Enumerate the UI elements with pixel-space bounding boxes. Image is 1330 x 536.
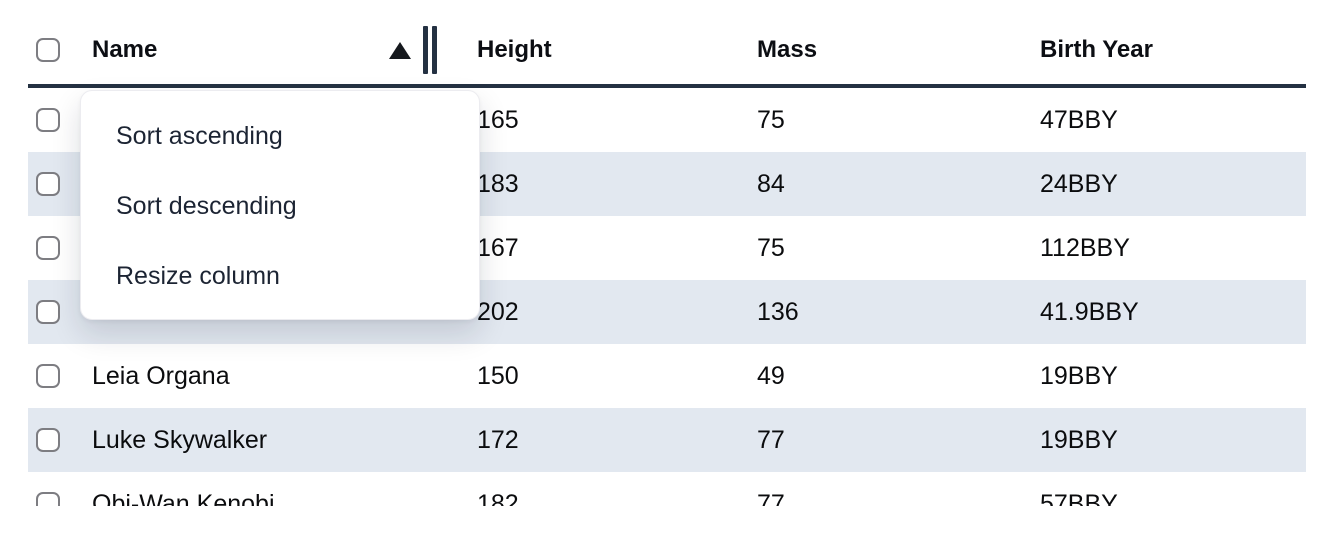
select-all-checkbox[interactable] <box>36 38 60 62</box>
cell-height: 183 <box>477 169 519 198</box>
row-checkbox[interactable] <box>36 492 60 506</box>
cell-mass: 49 <box>757 361 785 390</box>
column-header-name[interactable]: Name <box>92 26 477 74</box>
table-header-row: Name Height Mass Birth Year <box>28 0 1306 88</box>
column-context-menu: Sort ascending Sort descending Resize co… <box>80 90 480 320</box>
sort-ascending-icon <box>389 41 411 59</box>
checkbox-cell <box>28 236 92 260</box>
checkbox-cell <box>28 172 92 196</box>
row-checkbox[interactable] <box>36 172 60 196</box>
menu-item-sort-ascending[interactable]: Sort ascending <box>116 121 283 150</box>
row-checkbox[interactable] <box>36 236 60 260</box>
cell-height: 165 <box>477 105 519 134</box>
column-header-name-label: Name <box>92 36 158 63</box>
column-header-birth-year[interactable]: Birth Year <box>1040 36 1153 63</box>
cell-mass: 77 <box>757 489 785 507</box>
checkbox-cell <box>28 364 92 388</box>
cell-birth-year: 57BBY <box>1040 489 1118 507</box>
header-checkbox-cell <box>28 38 92 62</box>
cell-mass: 75 <box>757 233 785 262</box>
row-checkbox[interactable] <box>36 108 60 132</box>
cell-mass: 75 <box>757 105 785 134</box>
cell-height: 182 <box>477 489 519 507</box>
resize-bar-left <box>423 26 428 74</box>
cell-birth-year: 24BBY <box>1040 169 1118 198</box>
cell-name: Obi-Wan Kenobi <box>92 489 275 507</box>
cell-birth-year: 47BBY <box>1040 105 1118 134</box>
row-checkbox[interactable] <box>36 300 60 324</box>
cell-name: Luke Skywalker <box>92 425 268 454</box>
cell-height: 202 <box>477 297 519 326</box>
table-row: Obi-Wan Kenobi 182 77 57BBY <box>28 472 1306 506</box>
checkbox-cell <box>28 492 92 506</box>
cell-height: 167 <box>477 233 519 262</box>
checkbox-cell <box>28 108 92 132</box>
table-row: Luke Skywalker 172 77 19BBY <box>28 408 1306 472</box>
row-checkbox[interactable] <box>36 364 60 388</box>
table-row: 165 75 47BBY <box>28 88 1306 152</box>
column-resize-handle-icon[interactable] <box>423 26 437 74</box>
cell-mass: 77 <box>757 425 785 454</box>
column-header-height[interactable]: Height <box>477 36 552 63</box>
cell-birth-year: 19BBY <box>1040 425 1118 454</box>
checkbox-cell <box>28 428 92 452</box>
cell-mass: 136 <box>757 297 799 326</box>
menu-item-resize-column[interactable]: Resize column <box>116 261 280 290</box>
table-row: Leia Organa 150 49 19BBY <box>28 344 1306 408</box>
row-checkbox[interactable] <box>36 428 60 452</box>
checkbox-cell <box>28 300 92 324</box>
data-table: Name Height Mass Birth Year 165 75 47BBY… <box>28 0 1306 506</box>
column-header-mass[interactable]: Mass <box>757 36 818 63</box>
resize-bar-right <box>432 26 437 74</box>
cell-birth-year: 41.9BBY <box>1040 297 1139 326</box>
cell-mass: 84 <box>757 169 785 198</box>
cell-height: 172 <box>477 425 519 454</box>
menu-item-sort-descending[interactable]: Sort descending <box>116 191 297 220</box>
table-row: 167 75 112BBY <box>28 216 1306 280</box>
cell-name: Leia Organa <box>92 361 230 390</box>
cell-birth-year: 19BBY <box>1040 361 1118 390</box>
cell-birth-year: 112BBY <box>1040 233 1130 262</box>
cell-height: 150 <box>477 361 519 390</box>
